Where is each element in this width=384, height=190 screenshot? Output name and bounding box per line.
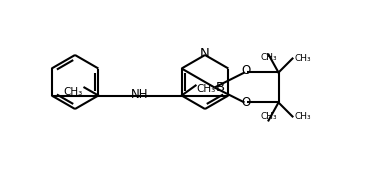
Text: O: O bbox=[242, 64, 251, 77]
Text: CH₃: CH₃ bbox=[295, 112, 311, 121]
Text: CH₃: CH₃ bbox=[63, 86, 83, 97]
Text: CH₃: CH₃ bbox=[260, 112, 277, 121]
Text: B: B bbox=[215, 81, 225, 94]
Text: NH: NH bbox=[131, 88, 149, 101]
Text: CH₃: CH₃ bbox=[295, 54, 311, 63]
Text: CH₃: CH₃ bbox=[260, 54, 277, 63]
Text: N: N bbox=[200, 47, 210, 60]
Text: CH₃: CH₃ bbox=[197, 85, 216, 94]
Text: O: O bbox=[242, 96, 251, 109]
